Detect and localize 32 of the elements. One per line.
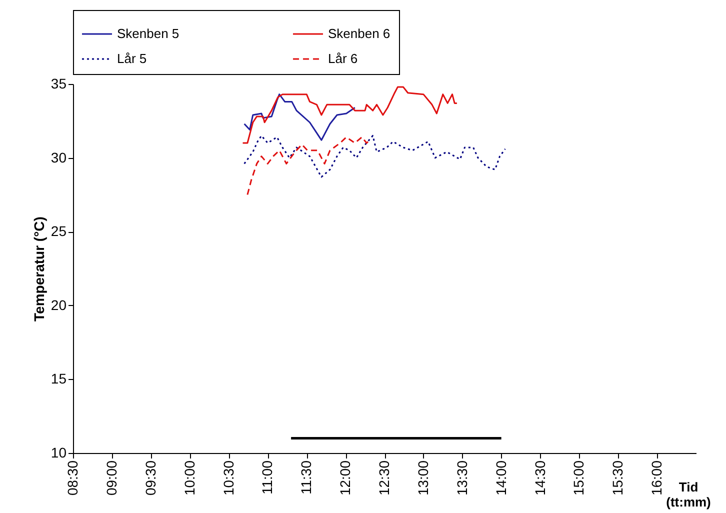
x-tick-label: 13:00 <box>414 460 431 496</box>
x-axis-title: Tid (tt:mm) <box>666 480 711 510</box>
line-series <box>244 94 356 141</box>
y-tick-label: 35 <box>50 76 67 92</box>
legend-label: Skenben 6 <box>328 26 390 41</box>
x-tick-label: 10:30 <box>220 460 236 496</box>
x-tick-label: 10:00 <box>181 460 198 496</box>
x-tick-label: 15:00 <box>570 460 587 496</box>
legend-label: Skenben 5 <box>117 26 180 41</box>
x-tick-label: 16:00 <box>648 460 665 496</box>
y-tick-label: 15 <box>50 370 67 387</box>
y-tick-label: 30 <box>50 149 67 166</box>
legend-label: Lår 6 <box>328 51 358 66</box>
y-tick-label: 10 <box>50 444 67 460</box>
x-tick-label: 11:00 <box>259 460 276 494</box>
x-tick-label: 09:00 <box>103 460 120 496</box>
x-tick-label: 11:30 <box>298 460 314 494</box>
x-tick-label: 15:30 <box>610 460 626 496</box>
y-tick-label: 20 <box>50 296 67 313</box>
legend-label: Lår 5 <box>117 51 147 66</box>
line-series <box>242 86 458 144</box>
x-tick-label: 08:30 <box>64 460 80 496</box>
x-tick-label: 13:30 <box>454 460 470 496</box>
x-tick-label: 12:00 <box>337 460 354 496</box>
x-tick-label: 14:00 <box>492 460 509 496</box>
x-tick-label: 12:30 <box>376 460 392 496</box>
x-tick-label: 09:30 <box>142 460 158 496</box>
x-tick-label: 14:30 <box>532 460 548 496</box>
y-axis-title: Temperatur (°C) <box>30 216 47 322</box>
y-tick-label: 25 <box>50 223 67 240</box>
line-series <box>246 136 370 196</box>
line-series <box>244 134 506 178</box>
